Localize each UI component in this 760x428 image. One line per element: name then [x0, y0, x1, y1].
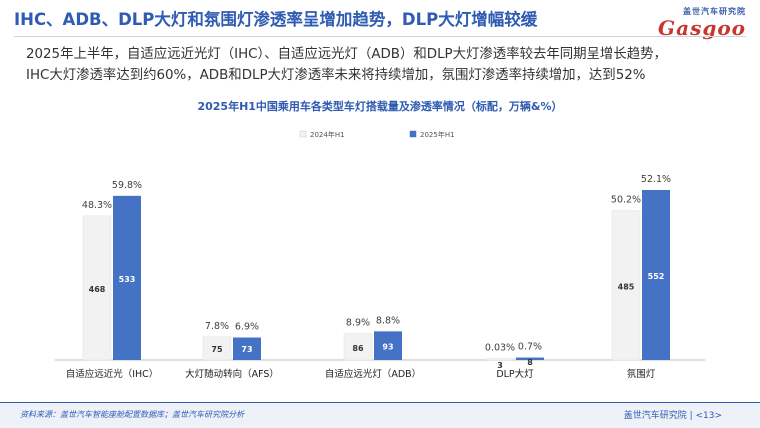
rate-label-0-0: 48.3% [82, 200, 112, 211]
bar-0-3 [485, 358, 515, 361]
category-label-0: 自适应远近光（IHC） [66, 368, 159, 380]
category-label-2: 自适应远光灯（ADB） [325, 368, 421, 380]
bar-0-0 [82, 215, 112, 361]
value-label-1-2: 93 [382, 343, 393, 352]
value-label-1-1: 73 [241, 345, 252, 354]
value-label-1-0: 533 [119, 275, 136, 284]
legend-label-1: 2025年H1 [420, 130, 455, 139]
page-number: 盖世汽车研究院 | <13> [623, 411, 722, 421]
legend-swatch-0 [299, 130, 307, 138]
value-label-1-3: 8 [527, 358, 533, 367]
summary-line-2: IHC大灯渗透率达到约60%，ADB和DLP大灯渗透率未来将持续增加，氛围灯渗透… [26, 68, 646, 83]
bar-0-2 [343, 333, 373, 361]
category-label-1: 大灯随动转向（AFS） [185, 368, 279, 380]
source-note: 资料来源：盖世汽车智能座舱配置数据库；盖世汽车研究院分析 [20, 410, 244, 419]
value-label-0-0: 468 [89, 285, 106, 294]
bar-1-3 [516, 357, 544, 360]
rate-label-1-0: 59.8% [112, 180, 142, 191]
rate-label-1-1: 6.9% [235, 322, 259, 333]
summary-line-1: 2025年上半年，自适应远近光灯（IHC）、自适应远光灯（ADB）和DLP大灯渗… [26, 47, 667, 62]
bar-0-1 [202, 336, 232, 361]
summary-text: 2025年上半年，自适应远近光灯（IHC）、自适应远光灯（ADB）和DLP大灯渗… [26, 44, 756, 86]
bar-1-1 [233, 337, 261, 360]
bar-0-4 [611, 210, 641, 361]
header-divider [14, 36, 746, 37]
value-label-0-3: 3 [497, 361, 503, 370]
page-title: IHC、ADB、DLP大灯和氛围灯渗透率呈增加趋势，DLP大灯增幅较缓 [14, 10, 538, 29]
value-label-0-4: 485 [618, 282, 635, 291]
category-label-4: 氛围灯 [627, 368, 656, 380]
rate-label-0-3: 0.03% [485, 343, 515, 354]
category-label-3: DLP大灯 [496, 368, 534, 380]
rate-label-0-1: 7.8% [205, 321, 229, 332]
rate-label-1-4: 52.1% [641, 174, 671, 185]
rate-label-0-4: 50.2% [611, 195, 641, 206]
bar-1-2 [374, 331, 402, 360]
bar-chart: 2024年H1 2025年H1 468 48.3% 533 59.8% 自适应远近光（IHC… [55, 130, 705, 380]
bar-1-0 [113, 195, 141, 360]
value-label-0-1: 75 [211, 345, 223, 354]
legend-swatch-1 [409, 130, 417, 138]
value-label-0-2: 86 [352, 344, 364, 353]
legend-label-0: 2024年H1 [310, 130, 345, 139]
footer: 资料来源：盖世汽车智能座舱配置数据库；盖世汽车研究院分析 盖世汽车研究院 | <… [0, 402, 760, 428]
logo-cn-text: 盖世汽车研究院 [683, 7, 746, 16]
value-label-1-4: 552 [648, 272, 665, 281]
rate-label-1-3: 0.7% [518, 342, 542, 353]
bar-1-4 [642, 190, 670, 360]
chart-title: 2025年H1中国乘用车各类型车灯搭载量及渗透率情况（标配，万辆&%） [197, 100, 563, 113]
rate-label-0-2: 8.9% [346, 318, 370, 329]
rate-label-1-2: 8.8% [376, 315, 400, 326]
